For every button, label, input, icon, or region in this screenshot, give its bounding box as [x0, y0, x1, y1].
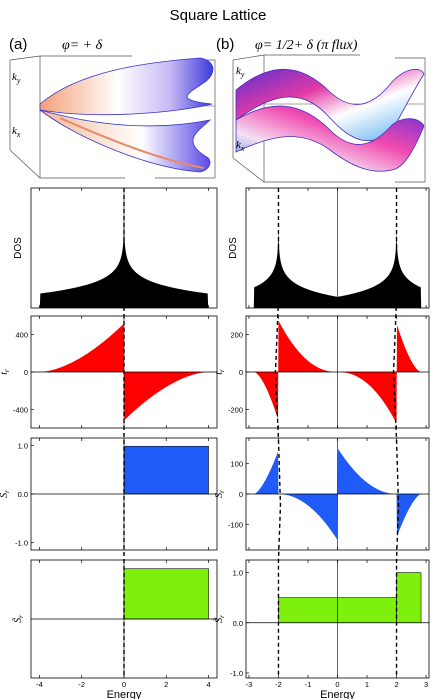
x-tick-label: 3: [424, 680, 428, 689]
band-surface-b: ky kx: [232, 54, 426, 183]
y-tick-label: 0.0: [18, 490, 28, 499]
y-axis-label: tr: [214, 369, 226, 375]
axis-kx-label-a: kx: [12, 125, 21, 139]
chart-a-sr: 1.0 0.0 -1.0 Sr: [0, 437, 218, 551]
y-tick-label: 0: [239, 368, 243, 377]
plot-panels: DOS 400 0 -400 tr 1.0 0.0 -1.0 Sr -4 -2 0 2 4 Energy S̃…: [0, 187, 430, 699]
axis-ky-label-a: ky: [12, 71, 21, 85]
panel-b-label: (b): [216, 36, 234, 53]
dashed-guides: [123, 188, 400, 678]
chart-b-dos: DOS: [228, 187, 430, 309]
x-tick-label: 2: [394, 680, 398, 689]
guide-line-b-0: [274, 188, 282, 678]
guide-line-b-1: [392, 188, 400, 678]
panel-a-phi: φ= + δ: [62, 38, 103, 53]
y-tick-label: 0: [24, 368, 28, 377]
panel-b-phi: φ= 1/2+ δ (π flux): [255, 38, 358, 53]
chart-a-tr: 400 0 -400 tr: [0, 315, 218, 429]
x-tick-label: 4: [206, 680, 210, 689]
data-area: [246, 229, 429, 308]
y-tick-label: -1.0: [15, 539, 28, 548]
x-tick-label: -1: [305, 680, 312, 689]
chart-b-sr: 100 0 -100 Sr: [214, 437, 430, 551]
x-tick-label: -4: [36, 680, 43, 689]
y-tick-label: 1.0: [18, 441, 28, 450]
y-tick-label: 100: [230, 460, 243, 469]
y-axis-label: DOS: [13, 237, 24, 259]
y-tick-label: 400: [15, 331, 28, 340]
figure-title: Square Lattice: [170, 7, 267, 24]
data-bar-0: [123, 568, 209, 620]
chart-a-sr-tilde: -4 -2 0 2 4 Energy S̃r: [11, 559, 218, 699]
y-tick-label: -400: [13, 405, 28, 414]
y-axis-label: DOS: [228, 237, 239, 259]
chart-b-sr-tilde: 1.0 0.0 -1.0-3 -2 -1 0 1 2 3 Energy S̃r: [212, 559, 430, 699]
x-axis-label: Energy: [107, 689, 142, 699]
x-tick-label: -2: [78, 680, 85, 689]
y-axis-label: tr: [0, 369, 11, 375]
data-bar-1: [396, 572, 422, 624]
y-tick-label: 200: [230, 331, 243, 340]
y-axis-label: S̃r: [212, 615, 226, 623]
band-surface-a: ky kx: [9, 55, 216, 179]
x-tick-label: 2: [164, 680, 168, 689]
x-tick-label: -2: [275, 680, 282, 689]
y-axis-label: Sr: [0, 490, 11, 498]
chart-a-dos: DOS: [13, 187, 218, 309]
y-tick-label: -200: [228, 405, 243, 414]
y-tick-label: 0.0: [233, 619, 243, 628]
data-bar-0: [123, 445, 209, 495]
axis-kx-label-b: kx: [236, 139, 245, 153]
x-tick-label: 0: [335, 680, 339, 689]
x-tick-label: 0: [122, 680, 126, 689]
axis-ky-label-b: ky: [236, 65, 245, 79]
x-axis-label: Energy: [320, 689, 355, 699]
panel-a-label: (a): [9, 36, 27, 53]
y-axis-label: Sr: [214, 490, 226, 498]
chart-b-tr: 200 0 -200 tr: [214, 315, 430, 429]
x-tick-label: -3: [246, 680, 253, 689]
y-axis-label: S̃r: [11, 615, 25, 623]
y-tick-label: 0: [239, 490, 243, 499]
y-tick-label: 1.0: [233, 569, 243, 578]
x-tick-label: 1: [365, 680, 369, 689]
y-tick-label: -100: [228, 520, 243, 529]
y-tick-label: -1.0: [230, 669, 243, 678]
